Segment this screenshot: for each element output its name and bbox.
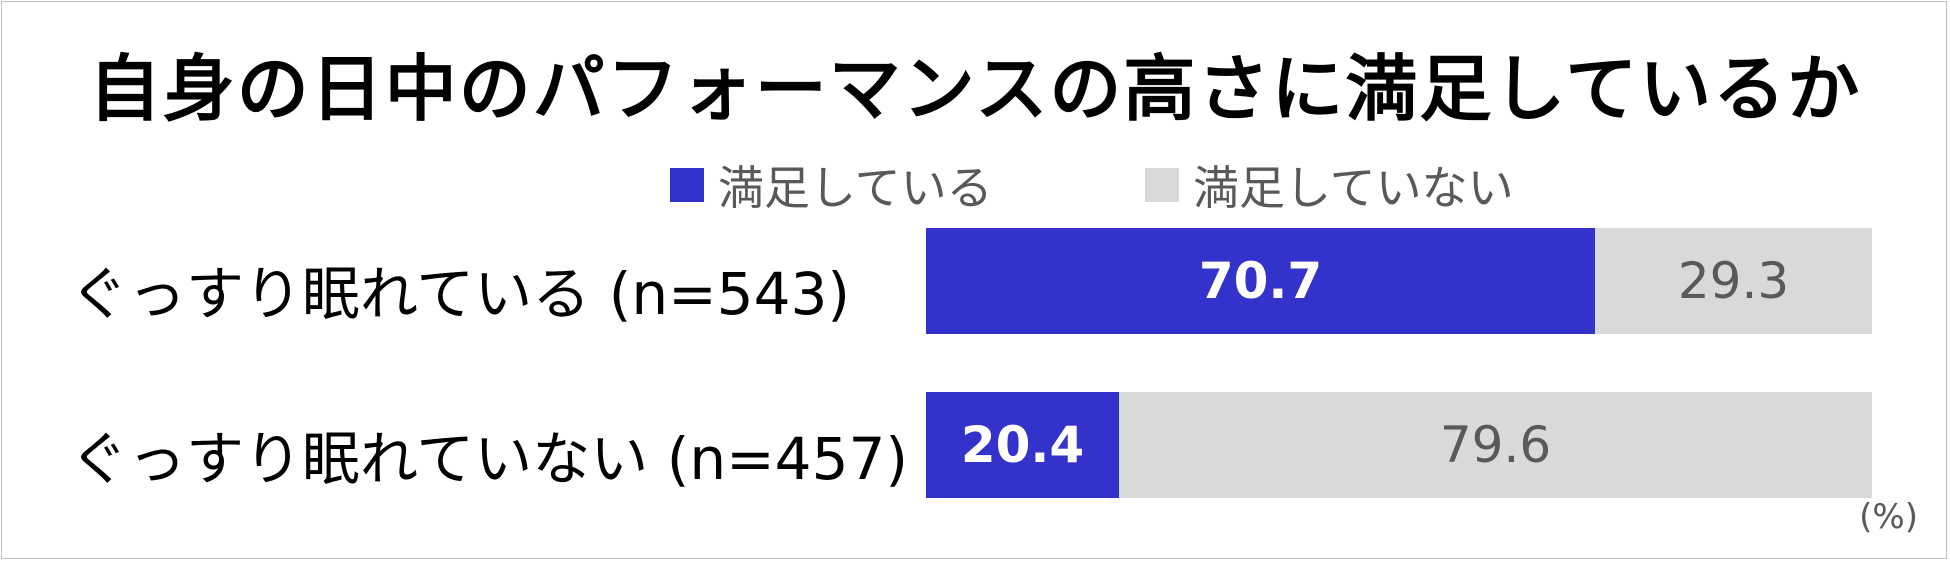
legend-swatch-unsatisfied	[1145, 168, 1179, 202]
legend-item-unsatisfied: 満足していない	[1145, 152, 1514, 218]
unit-label: (%)	[1859, 497, 1918, 537]
category-label-sleep-well: ぐっすり眠れている (n=543)	[70, 260, 851, 328]
data-label-unsatisfied-row-1: 29.3	[1677, 252, 1790, 310]
data-label-satisfied-row-1: 70.7	[1198, 252, 1323, 310]
legend-label-satisfied: 満足している	[718, 161, 993, 215]
legend-swatch-satisfied	[670, 168, 704, 202]
category-label-sleep-poor: ぐっすり眠れていない (n=457)	[70, 425, 909, 493]
legend-label-unsatisfied: 満足していない	[1193, 161, 1514, 215]
chart-title: 自身の日中のパフォーマンスの高さに満足しているか	[88, 47, 1862, 131]
legend-item-satisfied: 満足している	[670, 152, 993, 218]
bar-unsatisfied-row-1: 29.3	[1595, 228, 1872, 334]
data-label-unsatisfied-row-2: 79.6	[1439, 416, 1552, 474]
data-label-satisfied-row-2: 20.4	[960, 416, 1085, 474]
bar-unsatisfied-row-2: 79.6	[1119, 392, 1872, 498]
legend: 満足している 満足していない	[0, 152, 1950, 215]
bar-satisfied-row-1: 70.7	[926, 228, 1595, 334]
bar-satisfied-row-2: 20.4	[926, 392, 1119, 498]
